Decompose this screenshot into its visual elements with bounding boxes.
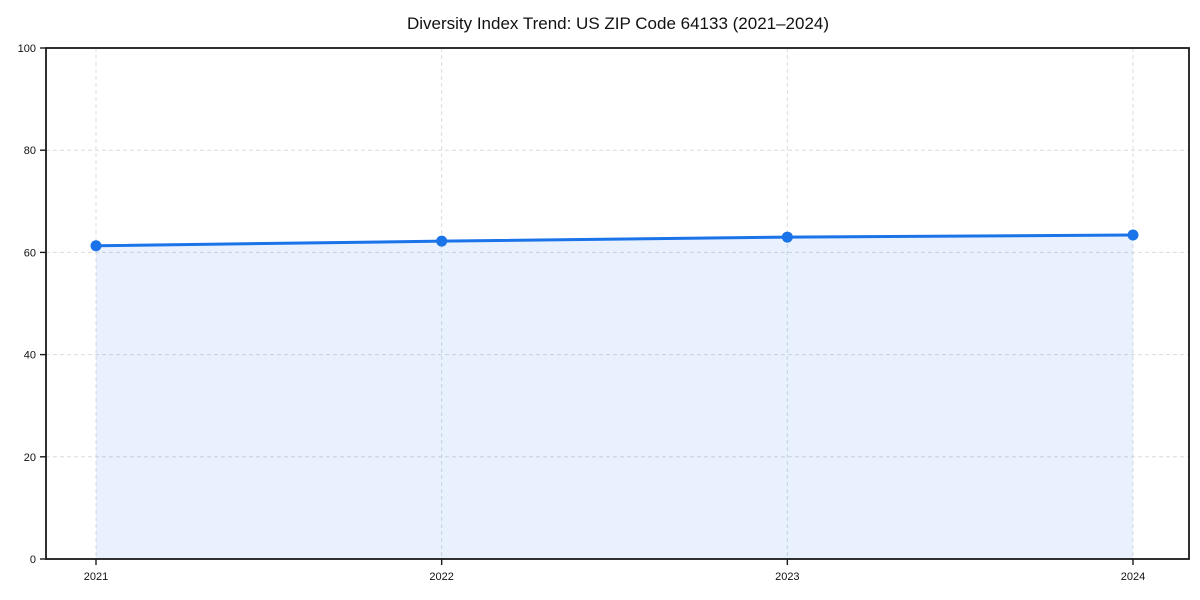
y-tick-label: 0: [30, 554, 36, 566]
area-fill: [96, 235, 1133, 559]
data-point-2024: [1127, 229, 1139, 241]
data-point-2022: [436, 235, 448, 247]
y-tick-label: 20: [24, 452, 36, 464]
chart-title: Diversity Index Trend: US ZIP Code 64133…: [407, 14, 829, 33]
x-tick-label: 2023: [775, 571, 799, 583]
x-tick-label: 2022: [429, 571, 453, 583]
plot-frame: [45, 47, 1190, 560]
trend-line: [94, 233, 1135, 248]
plot-area: 0 20 40 60 80 100 2021 2022 2023 2024: [18, 43, 1190, 583]
y-tick-label: 80: [24, 145, 36, 157]
x-tick-label: 2024: [1121, 571, 1145, 583]
y-tick-label: 60: [24, 247, 36, 259]
x-tick-label: 2021: [84, 571, 108, 583]
y-tick-label: 100: [18, 43, 36, 55]
data-point-2023: [781, 231, 793, 243]
y-tick-label: 40: [24, 350, 36, 362]
data-point-2021: [90, 240, 102, 252]
